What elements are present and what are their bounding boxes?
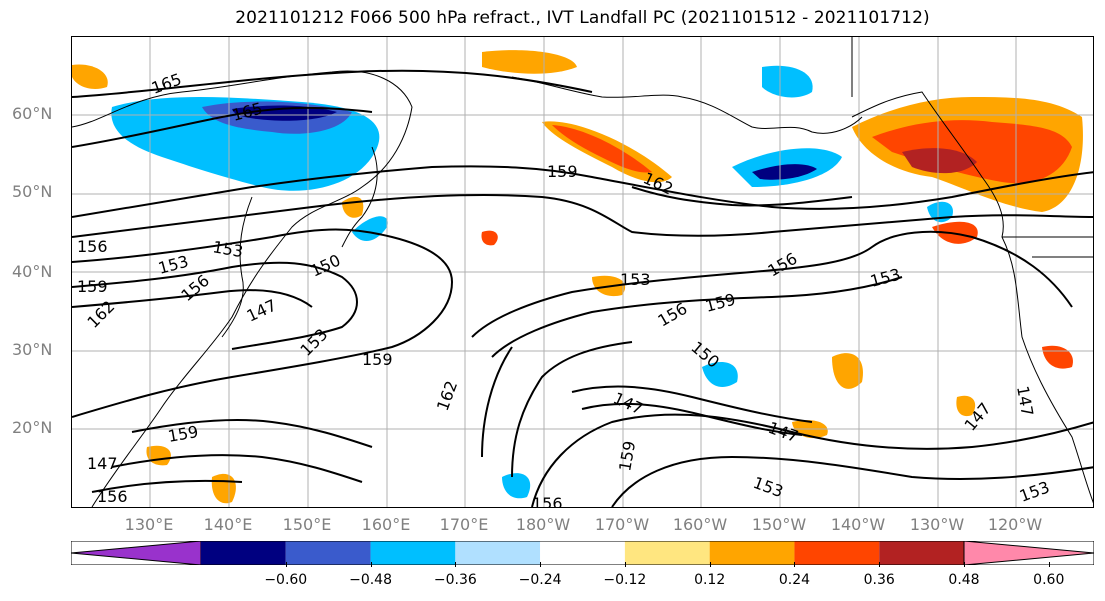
lat-label: 60°N <box>12 104 53 123</box>
lon-label: 150°E <box>282 515 332 534</box>
contour-label: 147 <box>610 388 646 418</box>
colorbar-segment <box>794 541 880 565</box>
colorbar-tick-mark <box>709 562 711 567</box>
lon-label: 150°W <box>751 515 807 534</box>
colorbar-segment <box>455 541 541 565</box>
neg-region-gulf-core <box>752 164 817 180</box>
contour-label: 165 <box>149 69 184 97</box>
pos-region-s5 <box>956 395 976 417</box>
pos-region-gulfak-core <box>872 120 1072 184</box>
colorbar-tick-label: −0.12 <box>603 572 647 588</box>
coastlines <box>72 37 1093 507</box>
pos-region-ca <box>832 353 863 389</box>
contour-label: 162 <box>433 378 461 413</box>
pos-region-bering-core <box>552 125 652 173</box>
contour-label: 159 <box>615 439 639 472</box>
lon-label: 170°W <box>594 515 650 534</box>
colorbar-segment <box>285 541 371 565</box>
colorbar-tick-label: −0.24 <box>518 572 562 588</box>
contour-label: 159 <box>166 422 199 446</box>
pos-region-s4 <box>211 473 236 504</box>
contour-label: 162 <box>83 297 118 332</box>
colorbar-segment <box>540 541 625 565</box>
colorbar <box>71 541 1094 565</box>
colorbar-tick-mark <box>370 562 372 567</box>
shaded-anomalies <box>72 50 1083 504</box>
colorbar-tick-label: 0.48 <box>948 572 980 588</box>
colorbar-tick-label: 0.24 <box>778 572 811 588</box>
lon-label: 160°E <box>361 515 411 534</box>
colorbar-segment <box>201 541 286 565</box>
colorbar-tick-mark <box>285 562 287 567</box>
contours <box>72 69 1093 507</box>
colorbar-tick-label: 0.60 <box>1033 572 1065 588</box>
pos-region-w <box>72 64 108 89</box>
colorbar-extend-low <box>71 541 202 565</box>
colorbar-segment <box>370 541 456 565</box>
contour-label: 153 <box>296 325 331 360</box>
neg-region-central <box>702 362 738 387</box>
colorbar-tick-mark <box>455 562 457 567</box>
colorbar-segment <box>879 541 964 565</box>
contour-label: 159 <box>362 350 393 369</box>
lon-label: 140°W <box>830 515 886 534</box>
map-title: 2021101212 F066 500 hPa refract., IVT La… <box>235 8 930 28</box>
pos-region-s1 <box>342 196 364 218</box>
lon-label: 160°W <box>672 515 728 534</box>
colorbar-tick-label: −0.36 <box>433 572 477 588</box>
contour-label: 147 <box>1013 384 1037 417</box>
colorbar-tick-label: 0.12 <box>694 572 726 588</box>
lat-label: 40°N <box>12 262 53 281</box>
contour-label: 159 <box>547 162 578 181</box>
colorbar-tick-mark <box>964 562 965 567</box>
pos-region-gulfak-deep <box>902 148 977 174</box>
contour-label: 153 <box>868 265 902 291</box>
map-panel: 165 165 159 162 156 153 153 159 150 147 … <box>71 36 1094 508</box>
colorbar-segment <box>624 541 710 565</box>
contour-label: 147 <box>244 295 280 325</box>
colorbar-tick-label: −0.60 <box>264 572 308 588</box>
contour-label: 156 <box>765 249 801 281</box>
contour-label: 156 <box>532 494 563 508</box>
lon-label: 120°W <box>987 515 1043 534</box>
contour-label: 153 <box>751 473 786 501</box>
pos-region-aleut <box>482 50 577 74</box>
neg-region-alaska <box>762 65 813 98</box>
contour-label: 153 <box>1017 477 1052 505</box>
contour-label: 156 <box>77 237 108 256</box>
contour-label: 159 <box>703 290 737 316</box>
lon-label: 130°W <box>909 515 965 534</box>
lon-label: 140°E <box>203 515 253 534</box>
lat-label: 20°N <box>12 418 53 437</box>
lon-label: 170°E <box>439 515 489 534</box>
colorbar-tick-mark <box>879 562 881 567</box>
neg-region-sw <box>502 473 531 499</box>
neg-region-mid <box>352 216 388 242</box>
colorbar-tick-label: −0.48 <box>349 572 392 588</box>
colorbar-tick-mark <box>624 562 626 567</box>
colorbar-tick-label: 0.36 <box>863 572 895 588</box>
colorbar-tick-mark <box>794 562 796 567</box>
contour-label: 156 <box>97 487 128 506</box>
lat-label: 50°N <box>12 182 53 201</box>
colorbar-tick-mark <box>1048 562 1050 567</box>
contour-label: 159 <box>77 277 108 296</box>
contour-label: 153 <box>620 270 651 289</box>
colorbar-tick-mark <box>540 562 542 567</box>
colorbar-segment <box>709 541 795 565</box>
map-canvas: 165 165 159 162 156 153 153 159 150 147 … <box>72 37 1093 508</box>
pos-region-s2 <box>481 230 498 246</box>
lat-label: 30°N <box>12 340 53 359</box>
lon-label: 130°E <box>124 515 174 534</box>
neg-region-kamchatka-deep <box>232 105 337 121</box>
contour-label: 147 <box>87 454 118 473</box>
contour-label: 153 <box>211 237 244 261</box>
lon-label: 180°W <box>515 515 571 534</box>
gridlines <box>72 37 1093 507</box>
colorbar-extend-high <box>963 541 1094 565</box>
pos-region-ca2 <box>1042 345 1073 369</box>
